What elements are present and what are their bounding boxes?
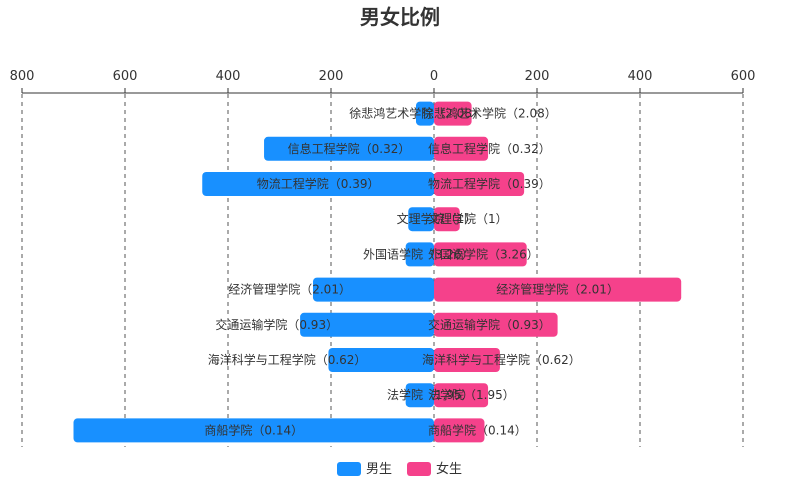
bar-label-male: 信息工程学院（0.32）	[288, 141, 411, 156]
x-tick-label: 600	[731, 69, 756, 84]
bar-male[interactable]	[328, 348, 434, 372]
bar-male[interactable]	[312, 277, 434, 302]
bar-label-male: 文理学院（1）	[397, 211, 477, 226]
bar-male[interactable]	[415, 101, 434, 126]
bar-label-female: 海洋科学与工程学院（0.62）	[422, 352, 581, 367]
bar-label-female: 物流工程学院（0.39）	[428, 176, 551, 191]
bar-male[interactable]	[202, 172, 434, 196]
bar-female[interactable]	[434, 277, 682, 302]
legend-item-female[interactable]: 女生	[407, 461, 462, 477]
bar-label-male: 交通运输学院（0.93）	[215, 317, 338, 332]
bar-label-female: 商船学院（0.14）	[428, 422, 527, 437]
bar-female[interactable]	[434, 312, 558, 337]
bar-female[interactable]	[434, 136, 489, 161]
x-tick-label: 800	[10, 69, 35, 84]
bar-male[interactable]	[300, 312, 434, 337]
x-axis: 800 600 400 200 0 200 400 600	[10, 69, 756, 94]
bar-label-female: 交通运输学院（0.93）	[428, 317, 551, 332]
bar-female[interactable]	[434, 172, 525, 196]
x-tick-label: 600	[113, 69, 138, 84]
bar-female[interactable]	[434, 242, 527, 267]
x-tick-label: 200	[319, 69, 344, 84]
bar-label-male: 海洋科学与工程学院（0.62）	[208, 352, 367, 367]
bar-male[interactable]	[405, 242, 434, 267]
chart-title: 男女比例	[360, 5, 440, 29]
bar-label-male: 外国语学院（3.26）	[363, 246, 474, 261]
bar-female[interactable]	[434, 101, 472, 126]
legend[interactable]: 男生 女生	[337, 461, 462, 477]
bar-female[interactable]	[434, 383, 489, 408]
bar-label-male: 物流工程学院（0.39）	[257, 176, 380, 191]
bar-labels: 徐悲鸿艺术学院（2.08）徐悲鸿艺术学院（2.08） 信息工程学院（0.32） 信息…	[204, 106, 619, 438]
bar-label-male: 经济管理学院（2.01）	[228, 282, 351, 297]
bar-male[interactable]	[405, 383, 434, 408]
bar-label-female: 经济管理学院（2.01）	[496, 282, 619, 297]
x-tick-label: 400	[216, 69, 241, 84]
x-tick-label: 400	[628, 69, 653, 84]
legend-swatch	[337, 462, 361, 476]
bar-female[interactable]	[434, 418, 485, 443]
bar-male[interactable]	[73, 418, 435, 443]
legend-swatch	[407, 462, 431, 476]
bar-female[interactable]	[434, 348, 500, 372]
bar-label-female: 文理学院（1）	[428, 211, 508, 226]
bar-label-male: 徐悲鸿艺术学院（2.08）	[349, 106, 484, 121]
bar-male[interactable]	[264, 136, 434, 161]
x-tick-label: 200	[525, 69, 550, 84]
bar-label-female: 外国语学院（3.26）	[428, 246, 539, 261]
bar-label-male: 商船学院（0.14）	[204, 422, 303, 437]
legend-label: 女生	[436, 461, 462, 477]
x-tick-label: 0	[430, 69, 438, 84]
bar-female[interactable]	[434, 207, 460, 232]
bar-label-female: 徐悲鸿艺术学院（2.08）	[422, 106, 557, 121]
legend-label: 男生	[366, 462, 392, 477]
bar-label-female: 法学院（1.95）	[428, 387, 515, 402]
bar-male[interactable]	[408, 207, 434, 232]
bars	[73, 101, 682, 443]
bar-label-female: 信息工程学院（0.32）	[428, 141, 551, 156]
legend-item-male[interactable]: 男生	[337, 462, 392, 477]
bar-label-male: 法学院（1.95）	[387, 387, 474, 402]
